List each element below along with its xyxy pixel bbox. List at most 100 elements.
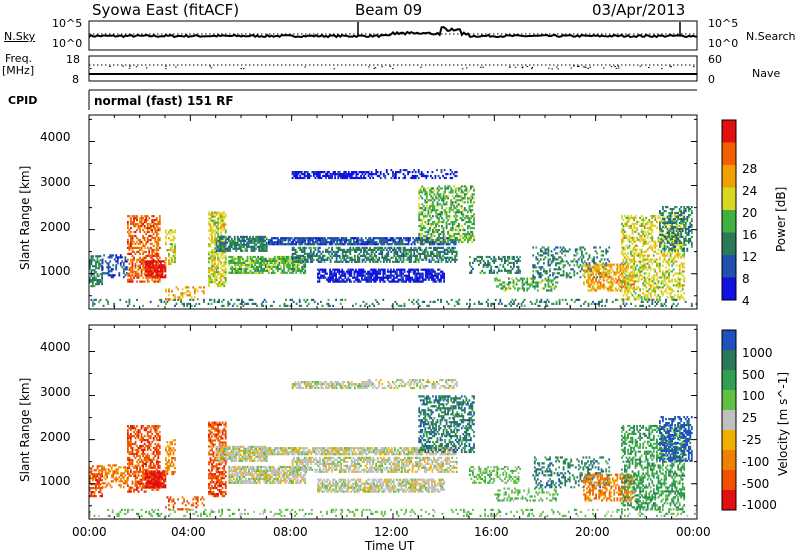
- range-cell: [145, 221, 147, 224]
- range-cell: [508, 255, 511, 259]
- range-cell: [417, 276, 420, 279]
- range-cell: [610, 277, 613, 280]
- range-cell: [149, 262, 152, 265]
- range-cell: [304, 241, 307, 244]
- range-cell: [151, 258, 154, 261]
- range-cell: [301, 257, 304, 260]
- range-cell: [598, 285, 600, 288]
- range-cell: [331, 241, 334, 244]
- range-cell: [375, 171, 378, 174]
- range-cell: [259, 241, 262, 244]
- range-cell: [374, 272, 377, 275]
- range-cell: [532, 266, 535, 269]
- range-cell: [142, 250, 144, 253]
- range-cell: [284, 239, 287, 242]
- range-cell: [432, 191, 434, 194]
- range-cell: [435, 230, 437, 234]
- range-cell: [596, 265, 599, 268]
- range-cell: [583, 273, 585, 276]
- range-cell: [348, 270, 351, 273]
- range-cell: [622, 258, 625, 261]
- range-cell: [142, 256, 144, 259]
- range-cell: [221, 229, 224, 232]
- range-cell: [364, 250, 367, 253]
- range-cell: [133, 250, 135, 253]
- range-cell: [306, 252, 309, 255]
- range-cell: [327, 278, 330, 281]
- range-cell: [211, 263, 213, 266]
- range-cell: [369, 260, 371, 263]
- range-cell: [405, 276, 407, 279]
- range-cell: [530, 283, 533, 286]
- range-cell: [265, 237, 268, 240]
- range-cell: [254, 271, 256, 274]
- range-cell: [651, 258, 654, 261]
- range-cell: [267, 271, 270, 274]
- range-cell: [470, 221, 472, 224]
- range-cell: [637, 294, 640, 297]
- range-cell: [155, 240, 158, 244]
- range-cell: [142, 260, 144, 263]
- range-cell: [453, 201, 456, 204]
- range-cell: [96, 279, 99, 282]
- range-cell: [130, 234, 132, 238]
- range-cell: [625, 220, 628, 223]
- range-cell: [371, 274, 374, 277]
- range-cell: [502, 255, 505, 259]
- range-cell: [358, 171, 361, 174]
- range-cell: [438, 217, 440, 220]
- range-cell: [526, 279, 529, 282]
- range-cell: [136, 250, 138, 253]
- range-cell: [399, 256, 402, 259]
- range-cell: [443, 272, 445, 275]
- range-cell: [218, 249, 221, 252]
- range-cell: [331, 237, 334, 240]
- range-cell: [336, 237, 339, 240]
- range-cell: [659, 264, 661, 267]
- range-cell: [646, 258, 649, 261]
- range-cell: [217, 245, 219, 248]
- range-cell: [267, 243, 270, 246]
- range-cell: [124, 260, 127, 263]
- range-cell: [453, 223, 456, 226]
- range-cell: [155, 256, 158, 259]
- range-cell: [513, 257, 515, 260]
- range-cell: [454, 195, 457, 198]
- range-cell: [161, 274, 164, 277]
- range-cell: [320, 258, 323, 261]
- range-cell: [622, 267, 625, 270]
- range-cell: [445, 207, 448, 210]
- range-cell: [657, 288, 660, 291]
- range-cell: [451, 241, 454, 244]
- range-cell: [634, 298, 637, 301]
- range-cell: [421, 272, 424, 275]
- range-cell: [451, 250, 454, 253]
- range-cell: [283, 271, 285, 274]
- range-cell: [158, 217, 161, 220]
- range-cell: [311, 241, 314, 244]
- range-cell: [253, 237, 256, 240]
- range-cell: [347, 268, 350, 271]
- range-cell: [454, 232, 457, 236]
- range-cell: [465, 215, 468, 218]
- range-cell: [634, 226, 637, 229]
- range-cell: [260, 269, 263, 272]
- range-cell: [454, 227, 457, 230]
- range-cell: [434, 174, 437, 178]
- range-cell: [482, 263, 485, 266]
- range-cell: [396, 270, 398, 273]
- range-cell: [547, 254, 550, 257]
- range-cell: [608, 260, 611, 263]
- range-cell: [436, 252, 438, 255]
- range-cell: [518, 279, 521, 282]
- range-cell: [621, 238, 623, 241]
- range-cell: [425, 195, 428, 198]
- range-cell: [221, 257, 224, 260]
- range-cell: [642, 242, 645, 245]
- range-cell: [383, 270, 386, 273]
- range-cell: [264, 235, 267, 238]
- range-cell: [109, 256, 112, 259]
- range-cell: [602, 273, 605, 276]
- range-cell: [553, 248, 556, 251]
- range-cell: [526, 277, 529, 280]
